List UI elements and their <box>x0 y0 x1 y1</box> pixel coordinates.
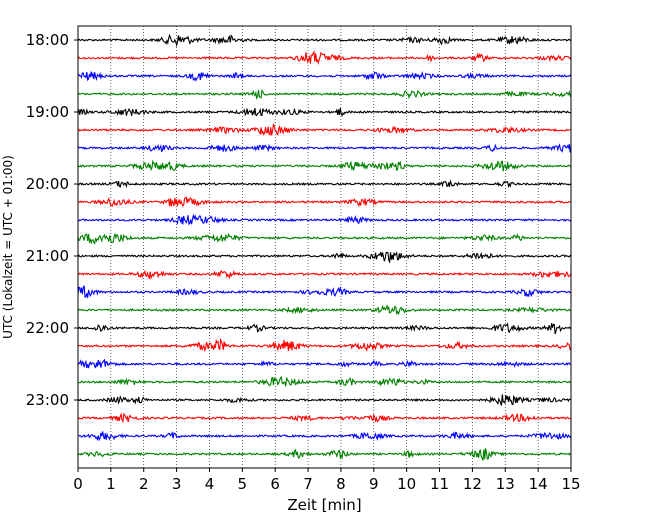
x-tick-label: 6 <box>270 475 280 493</box>
trace-line <box>77 70 572 82</box>
trace-line <box>77 448 572 461</box>
trace-line <box>77 33 572 48</box>
y-tick-label: 18:00 <box>26 31 69 49</box>
trace-line <box>77 143 572 153</box>
trace-group <box>77 33 572 461</box>
trace-line <box>77 159 572 172</box>
trace-line <box>77 337 572 352</box>
x-axis: 0 1 2 3 4 5 6 7 8 9 10 11 12 13 14 15 <box>73 468 581 493</box>
x-tick-label: 4 <box>205 475 215 493</box>
x-tick-label: 0 <box>73 475 83 493</box>
x-tick-label: 1 <box>106 475 116 493</box>
y-tick-label: 23:00 <box>26 391 69 409</box>
trace-line <box>77 232 572 245</box>
x-tick-label: 2 <box>139 475 149 493</box>
trace-line <box>77 358 572 369</box>
x-tick-label: 5 <box>238 475 248 493</box>
x-tick-label: 10 <box>397 475 416 493</box>
trace-line <box>77 251 572 264</box>
plot-frame <box>77 25 572 469</box>
trace-line <box>77 394 572 406</box>
trace-line <box>77 50 572 66</box>
x-axis-label: Zeit [min] <box>287 496 361 514</box>
x-tick-label: 8 <box>336 475 346 493</box>
trace-line <box>77 122 572 136</box>
x-tick-label: 11 <box>430 475 449 493</box>
y-tick-label: 22:00 <box>26 319 69 337</box>
y-axis-label: UTC (Lokalzeit = UTC + 01:00) <box>1 155 15 339</box>
x-tick-label: 13 <box>496 475 515 493</box>
trace-line <box>77 269 572 280</box>
trace-line <box>77 375 572 387</box>
x-tick-label: 14 <box>529 475 548 493</box>
x-tick-label: 3 <box>172 475 182 493</box>
x-tick-label: 7 <box>303 475 313 493</box>
y-tick-label: 19:00 <box>26 103 69 121</box>
x-tick-label: 12 <box>463 475 482 493</box>
trace-line <box>77 285 572 299</box>
trace-line <box>77 430 572 442</box>
trace-line <box>77 179 572 189</box>
y-tick-label: 20:00 <box>26 175 69 193</box>
trace-line <box>77 107 572 117</box>
trace-line <box>77 412 572 424</box>
trace-line <box>77 322 572 335</box>
y-tick-label: 21:00 <box>26 247 69 265</box>
x-tick-label: 15 <box>561 475 580 493</box>
trace-line <box>77 303 572 315</box>
trace-line <box>77 196 572 207</box>
trace-line <box>77 213 572 226</box>
trace-line <box>77 88 572 100</box>
y-axis: 18:00 19:00 20:00 21:00 22:00 23:00 <box>26 31 78 409</box>
x-tick-label: 9 <box>369 475 379 493</box>
